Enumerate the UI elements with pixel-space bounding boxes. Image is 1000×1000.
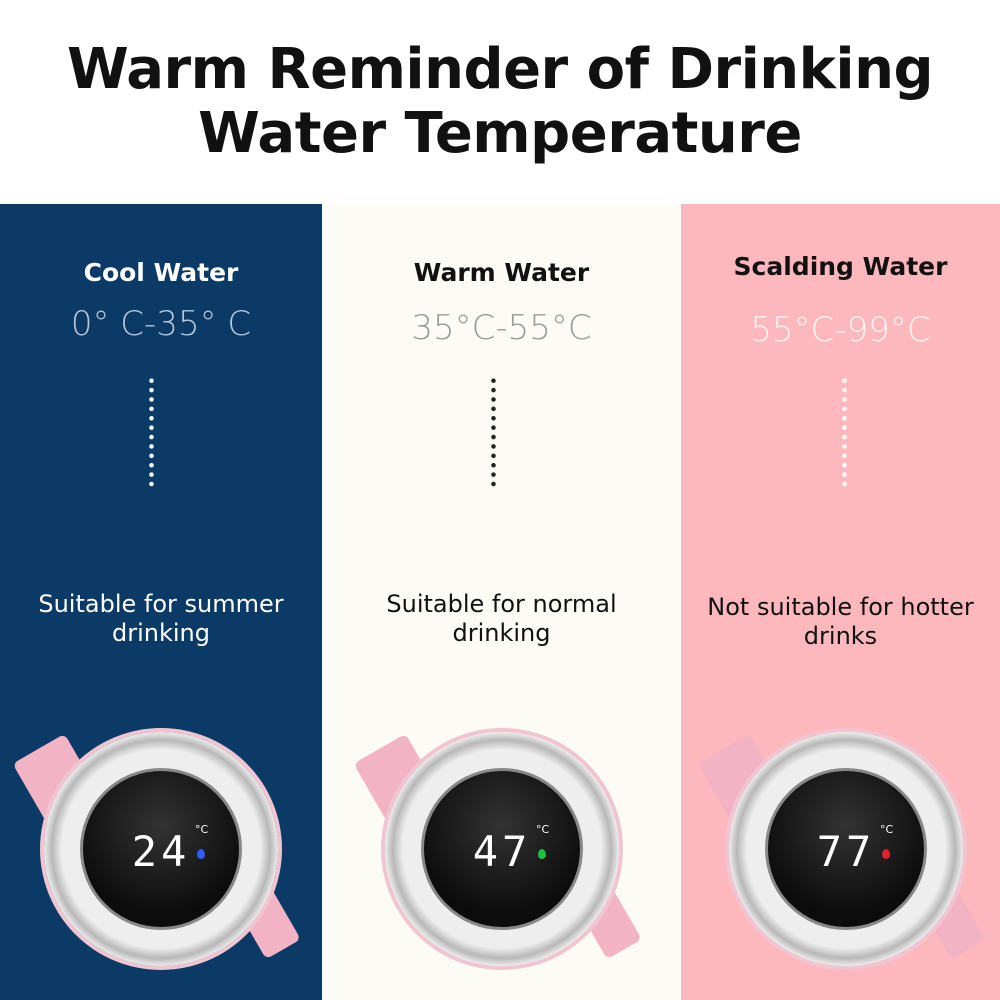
display-screen: 77 °C [765,768,927,930]
lid-ring: 47 °C [385,732,619,966]
dotted-divider [842,376,847,488]
description: Suitable for summer drinking [38,590,284,647]
temperature-range: 35°C-55°C [411,308,592,348]
panel-heading: Warm Water [413,258,590,287]
temperature-reading: 77 [816,827,876,876]
dotted-divider [149,376,154,488]
scalding-water-panel: Scalding Water 55°C-99°C Not suitable fo… [681,204,1000,1000]
temperature-reading: 47 [472,827,532,876]
bottle-lid-display: 77 °C [697,724,986,974]
temperature-range: 0° C-35° C [70,304,252,344]
description: Suitable for normal drinking [386,590,617,647]
celsius-unit: °C [195,823,209,836]
celsius-unit: °C [536,823,550,836]
lid-ring: 24 °C [44,732,278,966]
bottle-lid-display: 47 °C [353,724,642,974]
water-drop-icon [538,849,546,859]
temperature-reading: 24 [131,827,191,876]
water-drop-icon [882,849,890,859]
description: Not suitable for hotter drinks [707,593,974,650]
bottle-lid-display: 24 °C [12,724,301,974]
celsius-unit: °C [880,823,894,836]
lid-ring: 77 °C [729,732,963,966]
display-screen: 24 °C [80,768,242,930]
page-title: Warm Reminder of Drinking Water Temperat… [66,37,934,166]
dotted-divider [491,376,496,488]
warm-water-panel: Warm Water 35°C-55°C Suitable for normal… [322,204,681,1000]
cool-water-panel: Cool Water 0° C-35° C Suitable for summe… [0,204,322,1000]
panel-heading: Scalding Water [733,252,948,281]
temperature-range: 55°C-99°C [750,310,931,350]
water-drop-icon [197,849,205,859]
panel-heading: Cool Water [83,258,239,287]
display-screen: 47 °C [421,768,583,930]
